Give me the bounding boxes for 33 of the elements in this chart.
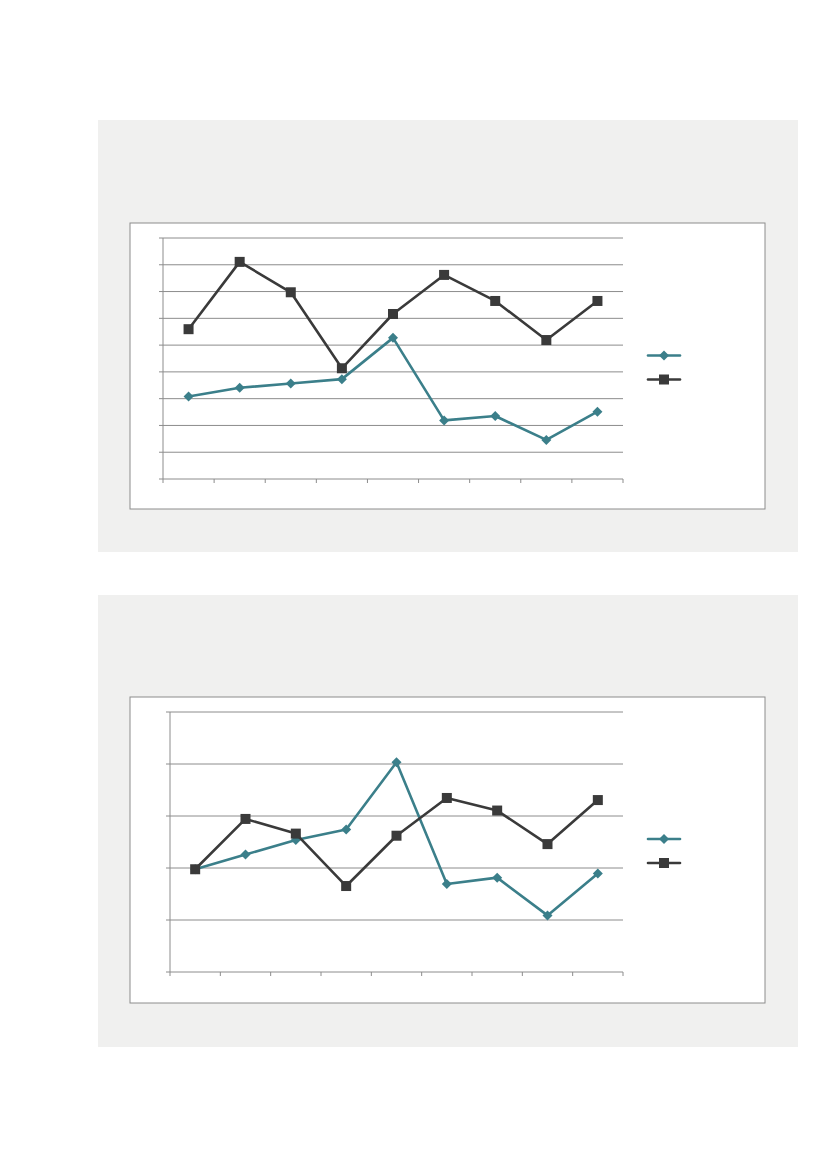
point bbox=[388, 332, 398, 343]
point bbox=[541, 434, 552, 445]
point bbox=[183, 391, 194, 402]
point bbox=[240, 813, 251, 824]
point bbox=[290, 828, 301, 839]
point bbox=[391, 830, 402, 841]
point bbox=[542, 910, 553, 921]
point bbox=[592, 406, 603, 417]
point bbox=[592, 868, 603, 879]
point bbox=[341, 881, 352, 892]
point bbox=[234, 382, 245, 393]
point bbox=[490, 295, 501, 306]
point bbox=[441, 878, 452, 889]
point bbox=[490, 411, 501, 422]
point bbox=[240, 849, 251, 860]
point bbox=[441, 792, 452, 803]
point bbox=[492, 805, 503, 816]
point bbox=[341, 824, 352, 835]
point bbox=[592, 295, 603, 306]
point bbox=[541, 335, 552, 346]
point bbox=[234, 256, 245, 267]
point bbox=[391, 757, 402, 768]
point bbox=[336, 363, 347, 374]
point bbox=[285, 378, 296, 389]
point bbox=[542, 839, 553, 850]
point bbox=[592, 795, 603, 806]
point bbox=[492, 872, 503, 883]
point bbox=[388, 308, 398, 319]
point bbox=[285, 287, 296, 298]
point bbox=[183, 324, 194, 335]
point bbox=[336, 374, 347, 385]
point bbox=[439, 415, 450, 426]
point bbox=[439, 269, 450, 280]
